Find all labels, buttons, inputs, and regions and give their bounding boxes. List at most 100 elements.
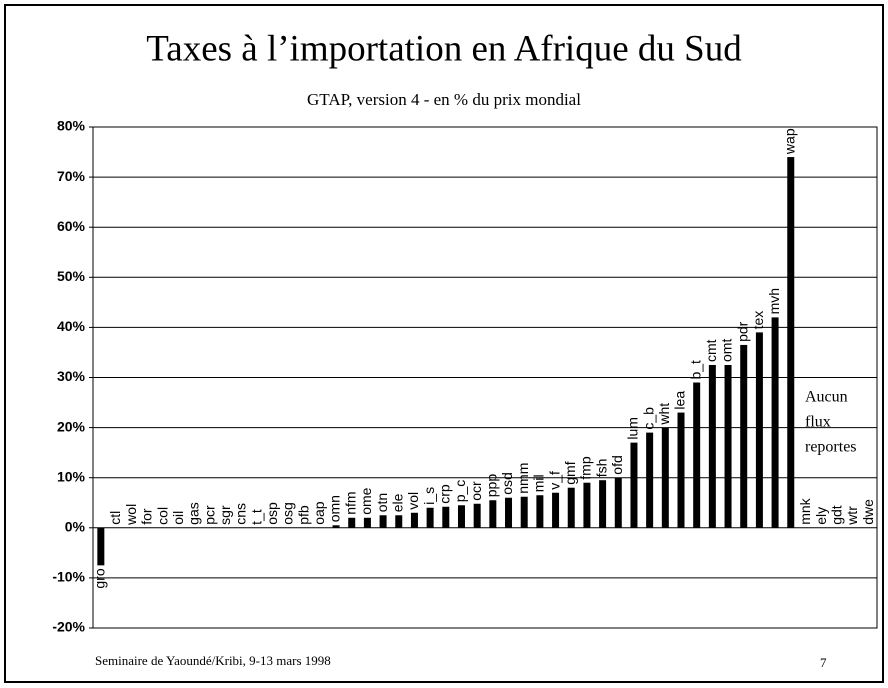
y-tick-label: 0% xyxy=(65,519,86,535)
bar xyxy=(724,364,732,528)
category-label: fsh xyxy=(593,459,609,478)
bar xyxy=(677,412,685,528)
category-label: wol xyxy=(123,504,139,526)
category-label: gro xyxy=(92,568,108,588)
bar xyxy=(489,500,497,528)
category-label: p_c xyxy=(452,480,468,503)
bar xyxy=(457,505,465,528)
bar xyxy=(567,487,575,528)
category-label: wap xyxy=(781,128,797,155)
category-label: osd xyxy=(499,472,515,495)
bar xyxy=(363,517,371,528)
category-label: mil xyxy=(531,474,547,492)
category-label: for xyxy=(139,508,155,525)
y-tick-label: 80% xyxy=(57,118,86,134)
category-label: osp xyxy=(264,502,280,525)
category-label: oap xyxy=(311,501,327,525)
bar xyxy=(661,427,669,528)
page-number: 7 xyxy=(820,655,827,670)
y-tick-label: 10% xyxy=(57,468,86,484)
category-label: pfb xyxy=(295,505,311,525)
bar xyxy=(410,512,418,528)
category-label: pcr xyxy=(201,505,217,525)
bar xyxy=(332,525,340,528)
bar xyxy=(740,344,748,528)
category-label: gdt xyxy=(829,505,845,525)
category-label: wtr xyxy=(844,506,860,526)
bar xyxy=(552,492,560,528)
category-label: lum xyxy=(625,417,641,440)
y-tick-label: 60% xyxy=(57,218,86,234)
category-label: sgr xyxy=(217,505,233,525)
category-label: dwe xyxy=(860,499,876,525)
category-label: gas xyxy=(186,502,202,525)
category-label: mnk xyxy=(797,497,813,524)
category-label: ofd xyxy=(609,455,625,474)
category-label: cns xyxy=(233,503,249,525)
category-label: c_b xyxy=(640,407,656,430)
category-label: omt xyxy=(719,339,735,362)
category-label: nmm xyxy=(515,463,531,494)
category-label: pdr xyxy=(734,321,750,342)
bar xyxy=(348,517,356,528)
footer: Seminaire de Yaoundé/Kribi, 9-13 mars 19… xyxy=(95,653,331,668)
bar xyxy=(693,382,701,528)
bar xyxy=(97,527,105,566)
bar xyxy=(442,506,450,528)
category-label: oil xyxy=(170,511,186,525)
category-label: b_t xyxy=(687,360,703,380)
category-label: gmf xyxy=(562,461,578,484)
bar xyxy=(787,157,795,528)
bar xyxy=(473,503,481,528)
bar xyxy=(395,515,403,528)
bar xyxy=(646,432,654,528)
annotation: Aucun xyxy=(805,389,848,406)
category-label: nfm xyxy=(342,491,358,514)
category-label: vol xyxy=(405,492,421,510)
y-tick-label: -20% xyxy=(52,619,85,635)
y-tick-label: 30% xyxy=(57,368,86,384)
category-label: cmt xyxy=(703,339,719,362)
bar xyxy=(599,480,607,528)
y-tick-label: 20% xyxy=(57,418,86,434)
category-label: v_f xyxy=(546,471,562,490)
category-label: col xyxy=(154,507,170,525)
bar xyxy=(755,332,763,528)
y-tick-label: 40% xyxy=(57,318,86,334)
plot-frame xyxy=(92,126,878,629)
y-tick-label: 70% xyxy=(57,168,86,184)
category-label: wht xyxy=(656,403,672,426)
bar xyxy=(708,364,716,528)
annotation: reportes xyxy=(805,439,857,456)
chart-subtitle: GTAP, version 4 - en % du prix mondial xyxy=(307,90,581,109)
category-label: ome xyxy=(358,487,374,514)
bar xyxy=(630,442,638,528)
y-tick-label: -10% xyxy=(52,569,85,585)
category-label: t_t xyxy=(248,509,264,525)
category-label: otn xyxy=(374,493,390,512)
slide-border xyxy=(4,4,884,683)
category-label: i_s xyxy=(421,487,437,505)
category-label: ctl xyxy=(107,511,123,525)
category-label: mvh xyxy=(766,288,782,314)
category-label: crp xyxy=(437,484,453,504)
category-label: ppp xyxy=(484,474,500,498)
y-tick-label: 50% xyxy=(57,268,86,284)
category-label: lea xyxy=(672,391,688,410)
bar xyxy=(379,515,387,528)
bar xyxy=(771,317,779,528)
bar xyxy=(614,477,622,528)
bar xyxy=(583,482,591,528)
bar xyxy=(520,496,528,528)
category-label: omn xyxy=(327,495,343,522)
category-label: ocr xyxy=(468,481,484,501)
bar xyxy=(426,507,434,528)
bar xyxy=(536,495,544,528)
annotation: flux xyxy=(805,414,831,431)
chart-title: Taxes à l’importation en Afrique du Sud xyxy=(146,28,742,69)
bar xyxy=(505,497,513,528)
category-label: tex xyxy=(750,311,766,330)
category-label: ely xyxy=(813,507,829,525)
